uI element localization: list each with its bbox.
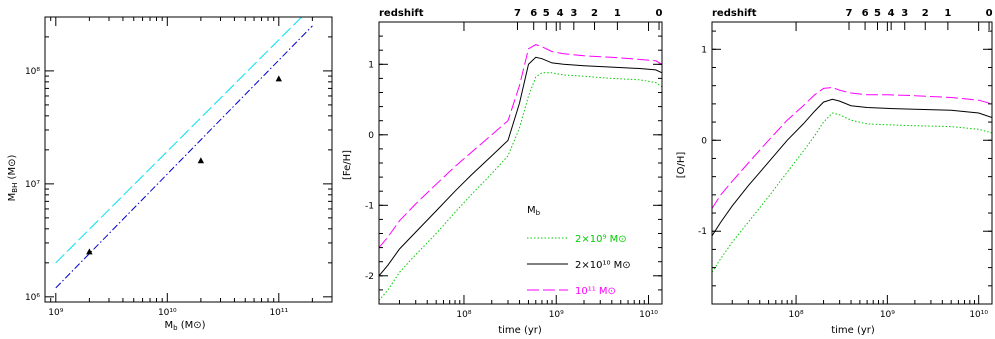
p2-ztick-label: 6 <box>862 8 869 19</box>
p1-xlabel-main: M <box>164 320 173 331</box>
p1-series-line-3 <box>379 44 662 248</box>
legend: Mb 2×10⁹ M⊙ 2×10¹⁰ M⊙ 10¹¹ M⊙ <box>527 205 631 297</box>
p2-ytick-label: 1 <box>701 45 707 55</box>
legend-entry-3: 10¹¹ M⊙ <box>575 286 616 297</box>
legend-entry-1: 2×10⁹ M⊙ <box>575 234 627 245</box>
p1-ylabel-unit: (M⊙) <box>7 155 18 180</box>
p2-xtick-label: 10⁸ <box>789 310 804 320</box>
p1-xlabel-unit: (M⊙) <box>181 320 206 331</box>
p1-ztick-label: 6 <box>530 8 537 19</box>
p1-ztick-label: 4 <box>557 8 564 19</box>
p0-fit-line-1 <box>55 17 302 264</box>
p2-ytick-label: 0 <box>701 136 707 146</box>
p1-ztick-label: 5 <box>543 8 550 19</box>
p2-ztick-label: 0 <box>986 8 993 19</box>
p1-series-line-2 <box>379 56 662 277</box>
p0-frame <box>44 16 333 303</box>
p1-ylabel: MBH (M⊙) <box>7 155 19 202</box>
p2-xlabel: time (yr) <box>498 325 542 336</box>
legend-title: Mb <box>527 205 541 217</box>
legend-entry-2: 2×10¹⁰ M⊙ <box>575 260 631 271</box>
p2-ytick-label: -1 <box>698 227 707 237</box>
p3-ylabel: [O/H] <box>676 152 687 179</box>
p0-ytick-label: 10⁷ <box>25 180 40 190</box>
p3-redshift-label: redshift <box>712 8 757 19</box>
p0-ytick-label: 10⁸ <box>25 67 40 77</box>
p1-ylabel-sub: BH <box>11 183 19 193</box>
p2-ztick-label: 5 <box>874 8 881 19</box>
p0-plot-area <box>55 17 313 289</box>
p1-ztick-label: 0 <box>656 8 663 19</box>
p1-ylabel-main: M <box>7 193 18 202</box>
p2-redshift-label: redshift <box>379 8 424 19</box>
p1-ytick-label: 1 <box>368 60 374 70</box>
panel-o-h: [O/H] time (yr) redshift 10⁸ 10⁹ 10¹⁰ -1 0 1 7… <box>676 8 993 336</box>
p2-series-line-3 <box>712 86 992 209</box>
p1-xlabel: Mb (M⊙) <box>164 320 205 332</box>
p1-xlabel-sub: b <box>173 324 178 332</box>
p3-ylabel-text: [O/H] <box>676 152 687 179</box>
p2-ztick-label: 3 <box>901 8 908 19</box>
p1-ztick-label: 3 <box>570 8 577 19</box>
p2-frame <box>711 21 993 305</box>
p2-xtick-label: 10⁹ <box>880 310 895 320</box>
p2-ztick-label: 1 <box>944 8 951 19</box>
p1-ztick-label: 7 <box>514 8 521 19</box>
p0-ytick-label: 10⁶ <box>25 293 40 303</box>
legend-title-sub: b <box>536 209 541 217</box>
panel-fe-h: [Fe/H] time (yr) redshift Mb 2×10⁹ M⊙ 2×… <box>342 8 663 336</box>
p1-ytick-label: -2 <box>365 272 374 282</box>
p2-series-line-2 <box>712 98 992 237</box>
p0-xtick-label: 10¹⁰ <box>158 308 177 318</box>
p2-ztick-label: 2 <box>922 8 929 19</box>
svg-text:MBH (M⊙): MBH (M⊙) <box>7 155 19 202</box>
p1-ytick-label: -1 <box>365 201 374 211</box>
p0-xtick-label: 10⁹ <box>48 308 63 318</box>
data-point-triangle <box>275 75 283 82</box>
p1-plot-area <box>379 44 662 301</box>
p2-ylabel-text: [Fe/H] <box>342 150 353 180</box>
p0-fit-line-2 <box>55 25 313 289</box>
p1-xtick-label: 10⁸ <box>456 310 471 320</box>
data-point-triangle <box>197 157 205 164</box>
p1-ztick-label: 2 <box>591 8 598 19</box>
p1-series-line-1 <box>379 72 662 301</box>
p1-ztick-label: 1 <box>614 8 621 19</box>
p2-plot-area <box>712 86 992 273</box>
legend-title-main: M <box>527 205 536 216</box>
p1-xtick-label: 10¹⁰ <box>639 310 658 320</box>
p2-ylabel: [Fe/H] <box>342 150 353 180</box>
p3-xlabel: time (yr) <box>831 325 875 336</box>
p2-ztick-label: 4 <box>888 8 895 19</box>
p1-ytick-label: 0 <box>368 131 374 141</box>
p1-xtick-label: 10⁹ <box>549 310 564 320</box>
p0-xtick-label: 10¹¹ <box>269 308 288 318</box>
p2-ztick-label: 7 <box>846 8 853 19</box>
data-point-triangle <box>86 248 93 255</box>
p2-series-line-1 <box>712 112 992 273</box>
p2-xtick-label: 10¹⁰ <box>969 310 988 320</box>
